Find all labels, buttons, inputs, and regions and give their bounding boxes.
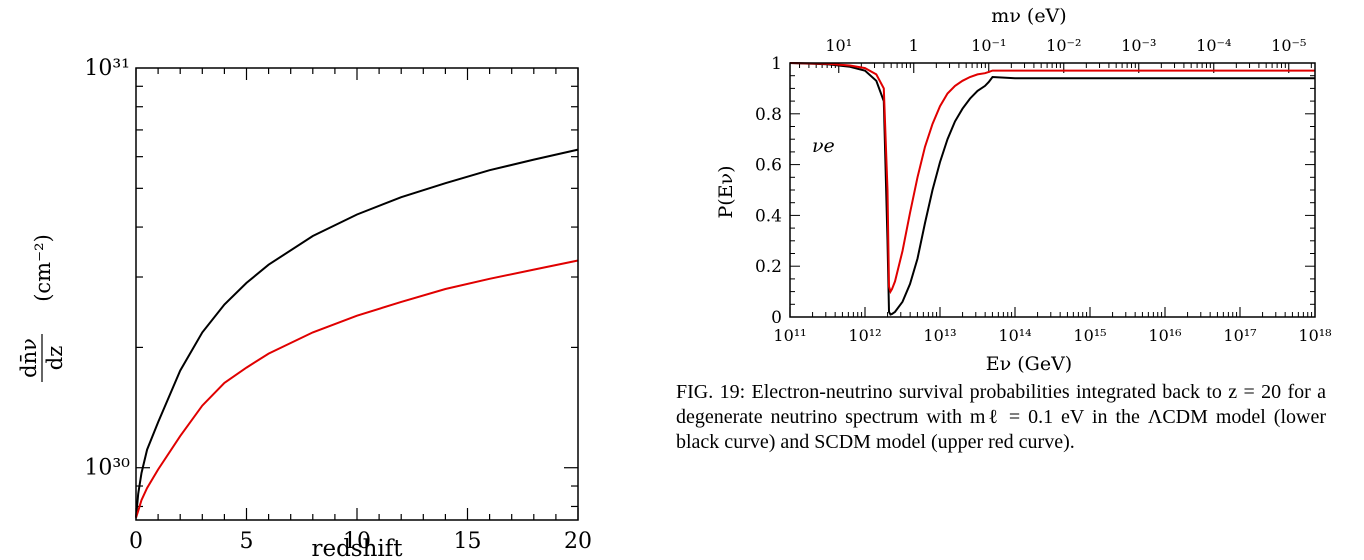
chart1-series	[135, 148, 579, 519]
series-line-0	[789, 62, 1315, 316]
series-line-0	[135, 148, 579, 518]
chart1-ticks: 0 5 10 15 20 10³⁰ 10³¹	[84, 56, 592, 554]
top-tick-label: 10⁻⁴	[1196, 36, 1231, 55]
chart2-xlabel: Eν (GeV)	[986, 353, 1072, 375]
chart2-ticks: 10¹¹ 10¹² 10¹³ 10¹⁴ 10¹⁵ 10¹⁶ 10¹⁷ 10¹⁸ 10¹ 1 10⁻¹…	[755, 36, 1332, 345]
chart2-frame	[789, 62, 1316, 318]
x-tick-label: 20	[564, 529, 592, 554]
top-tick-label: 10⁻²	[1046, 36, 1081, 55]
x-tick-label: 10	[343, 529, 371, 554]
y-tick-label: 0.8	[755, 105, 782, 125]
chart1-ylabel: dn̄ν dz (cm⁻²)	[17, 234, 67, 382]
x-tick-label: 10¹⁸	[1298, 326, 1331, 345]
top-tick-label: 10⁻³	[1121, 36, 1156, 55]
x-tick-label: 10¹²	[848, 326, 881, 345]
y-tick-label: 1	[771, 54, 782, 74]
chart1-ylabel-den: dz	[43, 346, 67, 371]
series-line-1	[135, 259, 579, 519]
x-tick-label: 10¹⁴	[998, 326, 1031, 345]
y-tick-label: 0.2	[755, 257, 782, 277]
y-tick-label: 0	[771, 308, 782, 328]
caption-label: FIG. 19:	[676, 381, 746, 403]
x-tick-label: 10¹¹	[773, 326, 806, 345]
series-line-1	[789, 62, 1315, 295]
x-tick-label: 10¹⁷	[1223, 326, 1256, 345]
y-tick-label: 10³¹	[84, 56, 130, 81]
y-tick-label: 10³⁰	[84, 456, 130, 481]
caption-text: Electron-neutrino survival probabilities…	[676, 381, 1327, 453]
survival-probability-chart: 10¹¹ 10¹² 10¹³ 10¹⁴ 10¹⁵ 10¹⁶ 10¹⁷ 10¹⁸ 10¹ 1 10⁻¹…	[715, 5, 1332, 375]
y-tick-label: 0.6	[755, 156, 782, 176]
top-tick-label: 10⁻¹	[971, 36, 1006, 55]
chart1-xlabel: redshift	[311, 536, 403, 560]
x-tick-label: 10¹³	[923, 326, 956, 345]
chart2-top-label: mν (eV)	[991, 5, 1066, 27]
x-tick-label: 10¹⁵	[1073, 326, 1106, 345]
chart1-ylabel-num: dn̄ν	[17, 338, 41, 378]
y-tick-label: 0.4	[755, 206, 782, 226]
chart1-ylabel-unit: (cm⁻²)	[31, 234, 55, 302]
redshift-chart: 0 5 10 15 20 10³⁰ 10³¹ redshift dn̄ν dz (cm⁻²)	[17, 56, 592, 560]
chart2-ylabel: P(Eν)	[715, 165, 737, 218]
chart2-series	[789, 62, 1315, 316]
top-tick-label: 10⁻⁵	[1271, 36, 1306, 55]
top-tick-label: 10¹	[825, 36, 852, 55]
x-tick-label: 5	[240, 529, 254, 554]
figure-caption: FIG. 19: Electron-neutrino survival prob…	[676, 380, 1326, 455]
chart1-frame	[135, 67, 579, 521]
chart2-annotation: νe	[812, 135, 835, 157]
x-tick-label: 15	[454, 529, 482, 554]
x-tick-label: 10¹⁶	[1148, 326, 1181, 345]
x-tick-label: 0	[129, 529, 143, 554]
top-tick-label: 1	[909, 36, 919, 55]
